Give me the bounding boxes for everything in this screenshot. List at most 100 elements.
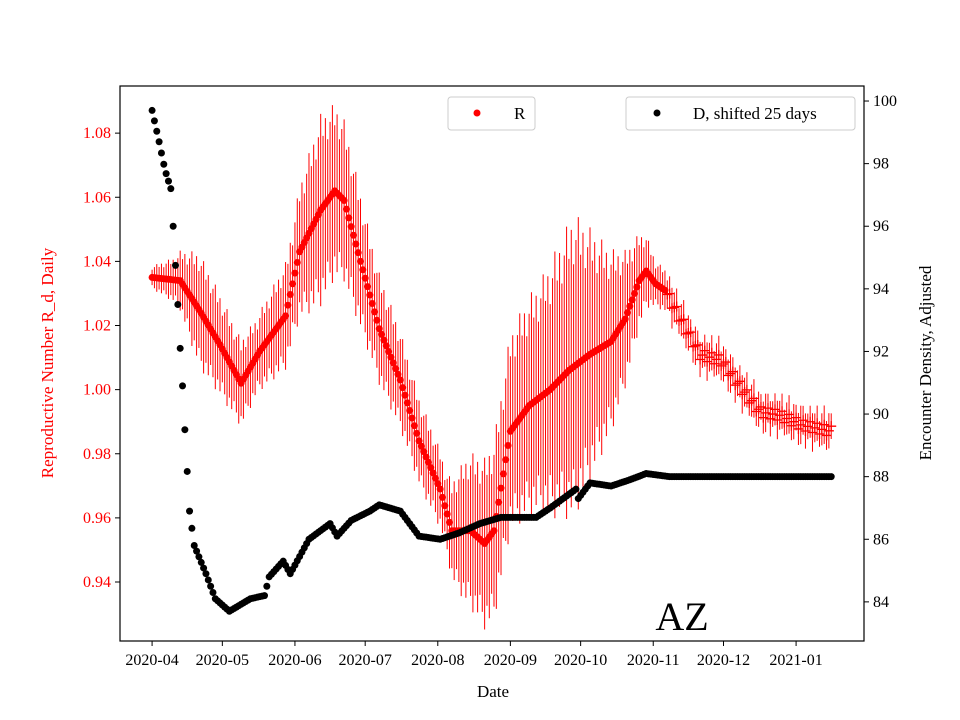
r-plus-point <box>793 423 804 434</box>
r-plus-point <box>697 350 708 361</box>
r-point <box>387 353 395 361</box>
d-point <box>167 185 175 193</box>
r-point <box>282 312 290 320</box>
r-point <box>345 214 353 222</box>
r-point <box>340 196 348 204</box>
r-plus-point <box>819 419 830 430</box>
r-plus-point <box>690 340 701 351</box>
legend-d-marker <box>653 109 661 117</box>
r-plus-point <box>795 419 806 430</box>
x-tick-label: 2020-08 <box>411 652 464 669</box>
r-point <box>628 296 636 304</box>
d-point <box>160 160 168 168</box>
r-plus-point <box>784 409 795 420</box>
d-point <box>181 426 189 434</box>
r-point <box>427 464 435 472</box>
r-plus-point <box>788 416 799 427</box>
r-point <box>385 348 393 356</box>
r-point <box>434 480 442 488</box>
legend-d-label: D, shifted 25 days <box>693 104 817 123</box>
y-axis-left-label: Reproductive Number R_d, Daily <box>38 247 57 478</box>
r-point <box>291 269 299 277</box>
x-tick-label: 2020-12 <box>697 652 750 669</box>
r-plus-point <box>807 427 818 438</box>
y-right-tick-label: 90 <box>873 406 889 423</box>
r-point <box>347 223 355 231</box>
r-point <box>342 205 350 213</box>
r-point <box>408 414 416 422</box>
r-plus-point <box>777 406 788 417</box>
r-plus-point <box>720 357 731 368</box>
r-plus-point <box>664 288 675 299</box>
r-point <box>361 274 369 282</box>
d-point <box>188 524 196 532</box>
x-tick-label: 2020-09 <box>484 652 537 669</box>
plot-frame <box>119 85 865 642</box>
r-point <box>352 240 360 248</box>
r-point <box>420 448 428 456</box>
r-plus-point <box>760 407 771 418</box>
x-tick-label: 2020-04 <box>125 652 178 669</box>
r-plus-point <box>748 393 759 404</box>
r-point <box>293 258 301 266</box>
d-point <box>183 467 191 475</box>
x-tick-label: 2020-07 <box>339 652 392 669</box>
r-plus-point <box>673 316 684 327</box>
r-point <box>415 437 423 445</box>
d-point <box>197 558 205 566</box>
r-plus-point <box>791 412 802 423</box>
y-axis-right-label: Encounter Density, Adjusted <box>916 265 935 460</box>
r-point <box>289 280 297 288</box>
d-point <box>200 564 208 572</box>
r-plus-point <box>683 327 694 338</box>
r-plus-point <box>718 358 729 369</box>
x-tick-label: 2020-10 <box>554 652 607 669</box>
y-left-tick-label: 1.06 <box>83 189 111 206</box>
r-plus-point <box>727 366 738 377</box>
y-right-tick-label: 100 <box>873 93 897 110</box>
r-point <box>413 429 421 437</box>
y-left-tick-label: 1.04 <box>83 253 111 270</box>
y-right-tick-label: 92 <box>873 343 889 360</box>
d-point <box>193 547 201 555</box>
r-plus-point <box>678 314 689 325</box>
x-tick-label: 2020-11 <box>627 652 680 669</box>
r-plus-point <box>800 426 811 437</box>
r-plus-point <box>802 421 813 432</box>
y-axis-right: 84 86 88 90 92 94 96 98 100 <box>864 93 897 611</box>
legend-d: D, shifted 25 days <box>625 96 856 131</box>
r-point <box>286 291 294 299</box>
r-plus-point <box>734 376 745 387</box>
r-plus-point <box>774 410 785 421</box>
r-point <box>422 453 430 461</box>
r-plus-point <box>692 339 703 350</box>
d-point <box>195 553 203 561</box>
r-plus-point <box>737 389 748 400</box>
r-plus-point <box>786 420 797 431</box>
d-point <box>155 138 163 146</box>
r-plus-point <box>725 368 736 379</box>
plot-marks <box>148 105 837 630</box>
d-point <box>162 170 170 178</box>
r-point <box>399 384 407 392</box>
y-left-tick-label: 0.94 <box>83 574 111 591</box>
r-plus-point <box>704 352 715 363</box>
r-point <box>378 330 386 338</box>
d-point <box>148 106 156 114</box>
x-tick-label: 2021-01 <box>769 652 822 669</box>
r-plus-point <box>814 428 825 439</box>
r-point <box>429 469 437 477</box>
d-point <box>827 473 835 481</box>
r-plus-point <box>709 358 720 369</box>
y-axis-left: 0.94 0.96 0.98 1.00 1.02 1.04 1.06 1.08 <box>83 125 120 591</box>
r-plus-point <box>781 413 792 424</box>
r-plus-point <box>702 356 713 367</box>
y-left-tick-label: 0.98 <box>83 446 111 463</box>
y-right-tick-label: 94 <box>873 281 889 298</box>
r-point <box>382 342 390 350</box>
r-point <box>371 308 379 316</box>
r-plus-point <box>744 397 755 408</box>
y-left-tick-label: 1.02 <box>83 318 111 335</box>
r-plus-point <box>826 421 837 432</box>
